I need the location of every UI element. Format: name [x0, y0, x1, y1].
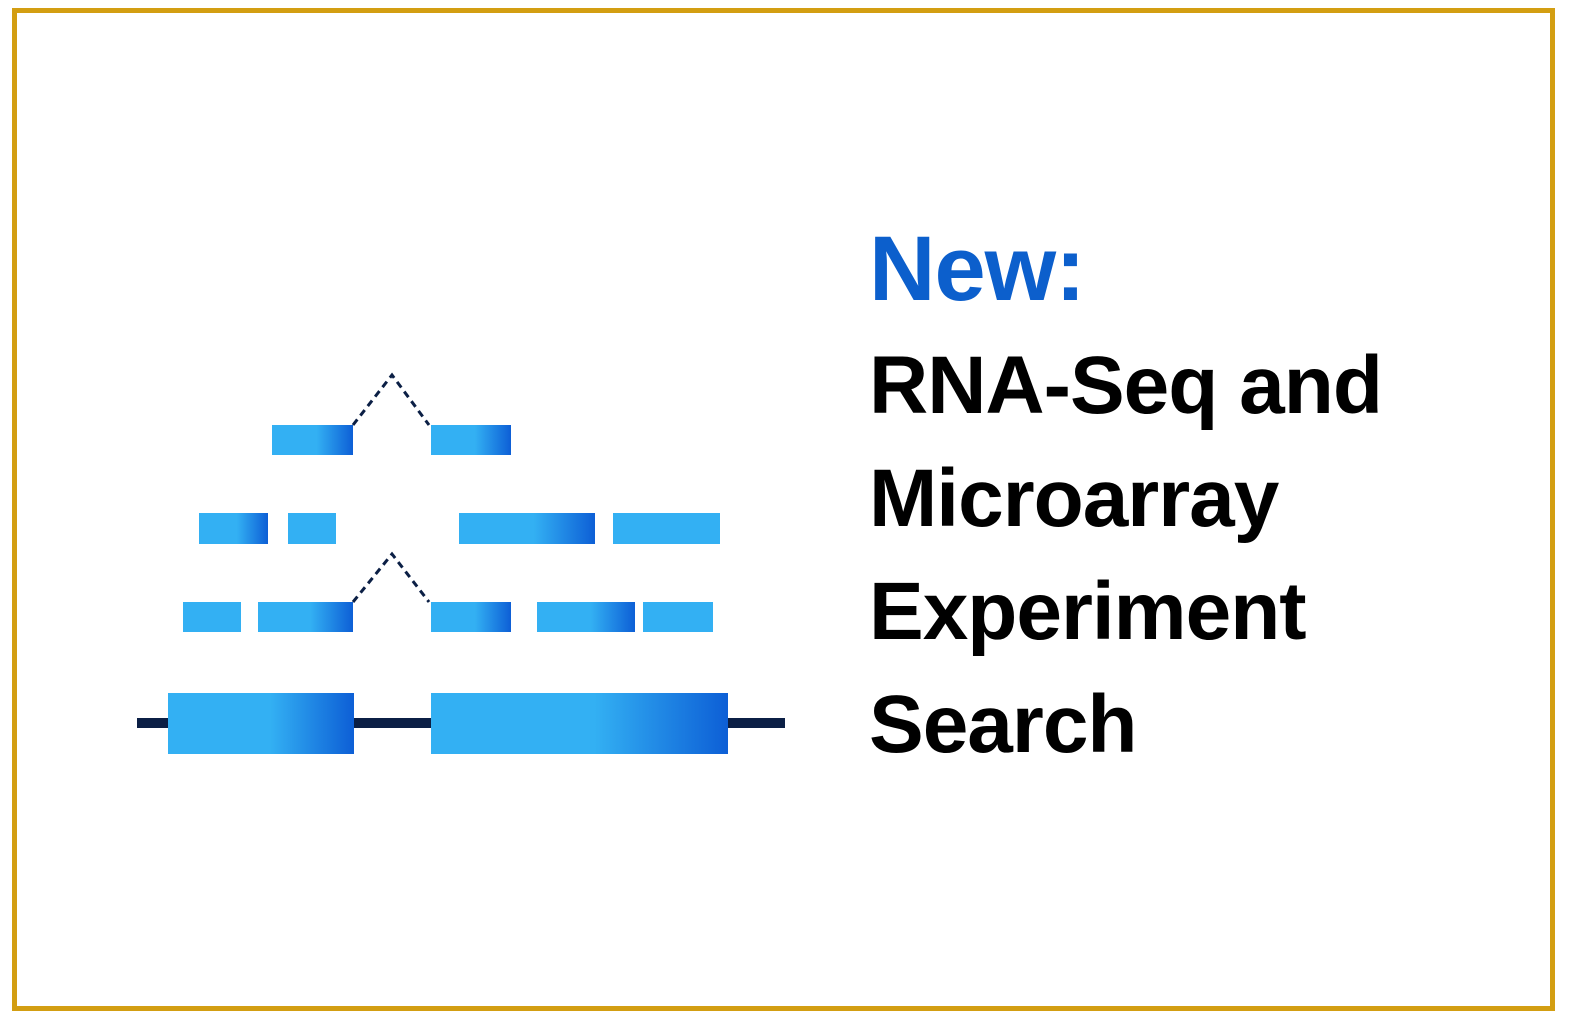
title-line-2: Microarray	[869, 453, 1279, 544]
read-segment	[613, 513, 720, 544]
read-segment	[258, 602, 353, 632]
read-segment	[537, 602, 635, 632]
rna-seq-read-alignment-icon	[137, 372, 785, 754]
exon-2	[431, 693, 728, 754]
read-segment	[199, 513, 268, 544]
read-segment	[459, 513, 595, 544]
read-segment	[272, 425, 353, 455]
read-segment	[183, 602, 241, 632]
read-segment	[288, 513, 336, 544]
splice-junction	[351, 372, 431, 426]
read-row-2	[199, 513, 720, 544]
title-line-3: Experiment	[869, 566, 1307, 657]
announcement-banner[interactable]: New: RNA-Seq and Microarray Experiment S…	[12, 8, 1555, 1011]
read-segment	[643, 602, 713, 632]
title-line-1: RNA-Seq and	[869, 340, 1383, 431]
title-line-4: Search	[869, 679, 1138, 770]
gene-model	[137, 693, 785, 754]
headline: New: RNA-Seq and Microarray Experiment S…	[869, 209, 1549, 781]
exon-1	[168, 693, 354, 754]
splice-junction	[351, 551, 431, 603]
read-segment	[431, 425, 511, 455]
new-label: New:	[869, 218, 1086, 320]
read-row-3	[183, 551, 713, 632]
read-segment	[431, 602, 511, 632]
read-row-1	[272, 372, 511, 455]
